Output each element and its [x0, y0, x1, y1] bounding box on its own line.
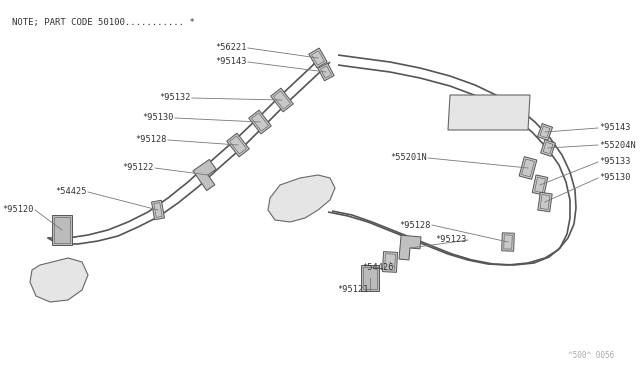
- Polygon shape: [152, 200, 164, 220]
- Text: *95130: *95130: [143, 113, 174, 122]
- Text: NOTE; PART CODE 50100........... *: NOTE; PART CODE 50100........... *: [12, 18, 195, 27]
- Text: *95143: *95143: [216, 58, 247, 67]
- Text: *95123: *95123: [435, 235, 467, 244]
- Polygon shape: [532, 175, 548, 195]
- Polygon shape: [309, 48, 327, 68]
- Polygon shape: [193, 160, 216, 190]
- Text: *55204N: *55204N: [599, 141, 636, 150]
- Text: *95128: *95128: [399, 221, 431, 230]
- Polygon shape: [318, 63, 334, 81]
- Text: *95130: *95130: [599, 173, 630, 183]
- Text: *54425: *54425: [56, 187, 87, 196]
- Text: *95121: *95121: [337, 285, 369, 295]
- Polygon shape: [268, 175, 335, 222]
- Text: *95132: *95132: [159, 93, 191, 103]
- Text: *55201N: *55201N: [390, 154, 427, 163]
- Polygon shape: [30, 258, 88, 302]
- Polygon shape: [399, 235, 421, 260]
- Polygon shape: [383, 251, 397, 272]
- Polygon shape: [538, 192, 552, 212]
- Polygon shape: [538, 124, 552, 141]
- Polygon shape: [249, 110, 271, 134]
- Polygon shape: [448, 95, 530, 130]
- Text: *95122: *95122: [122, 164, 154, 173]
- Text: *54426: *54426: [362, 263, 394, 273]
- Polygon shape: [271, 88, 293, 112]
- Text: *95133: *95133: [599, 157, 630, 167]
- Polygon shape: [502, 233, 515, 251]
- Polygon shape: [52, 215, 72, 245]
- Text: *95128: *95128: [136, 135, 167, 144]
- Text: *56221: *56221: [216, 44, 247, 52]
- Polygon shape: [541, 140, 556, 156]
- Polygon shape: [361, 265, 379, 291]
- Text: ^500^ 0056: ^500^ 0056: [568, 351, 614, 360]
- Polygon shape: [519, 157, 537, 179]
- Polygon shape: [227, 133, 249, 157]
- Text: *95143: *95143: [599, 124, 630, 132]
- Text: *95120: *95120: [3, 205, 34, 215]
